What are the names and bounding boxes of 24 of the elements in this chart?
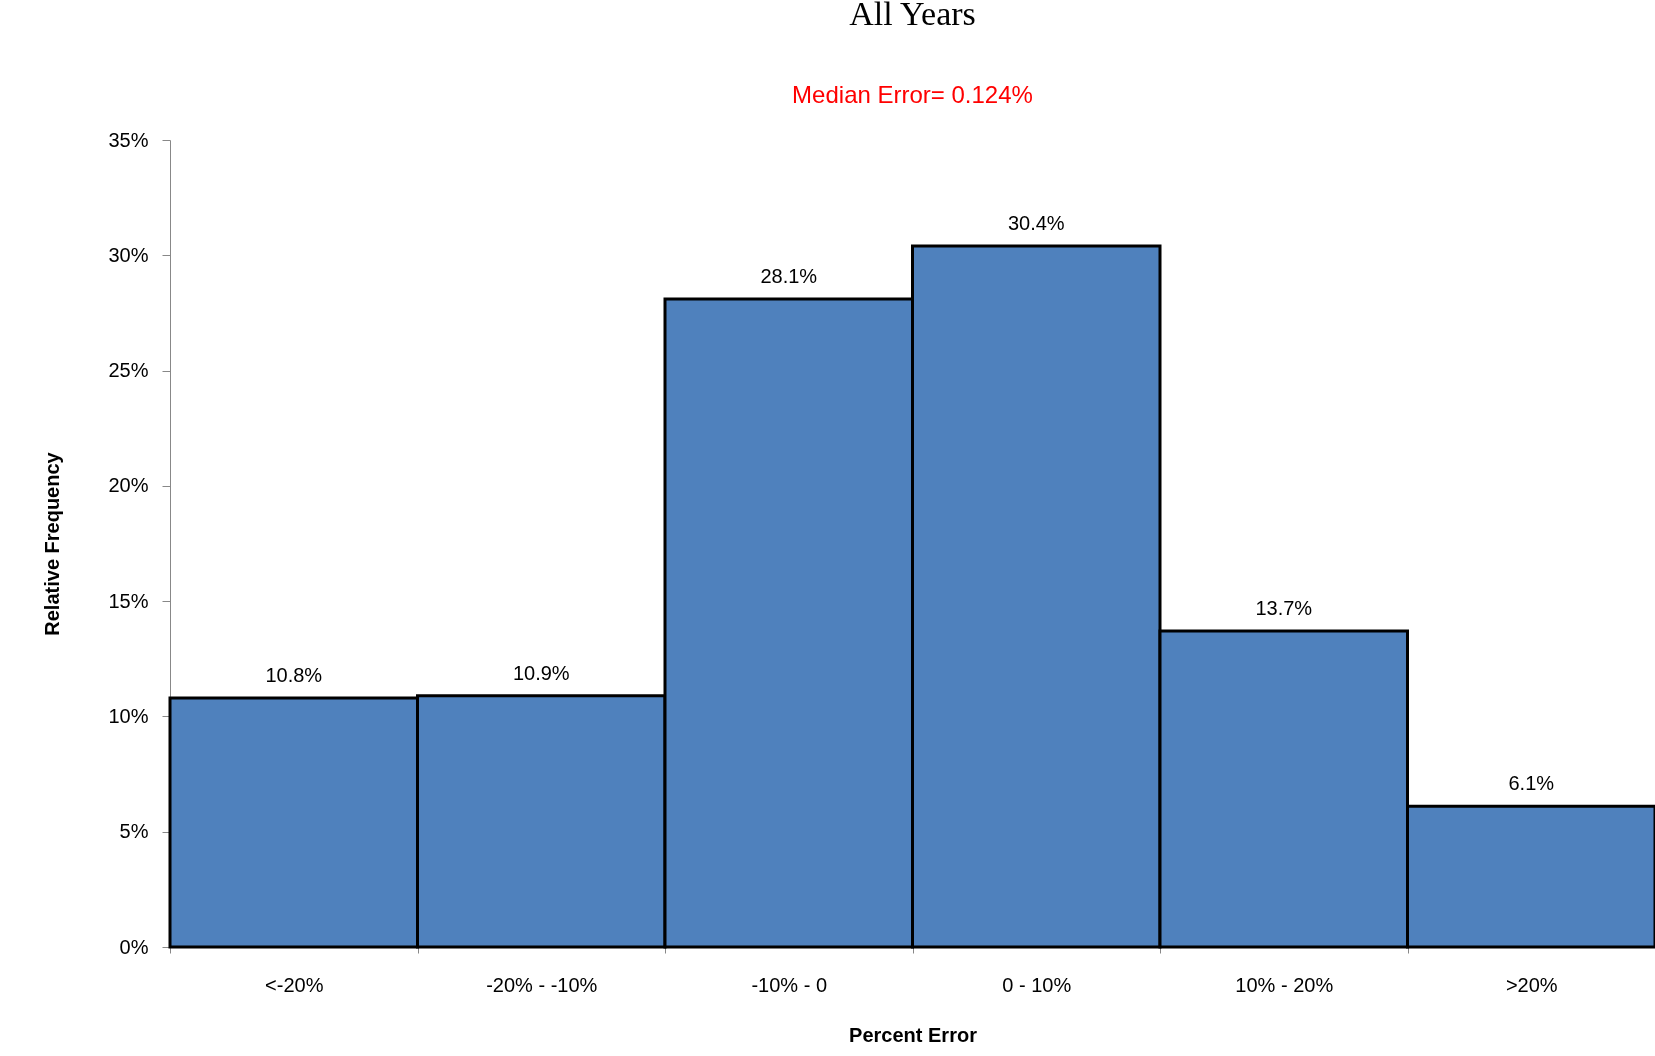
- y-tick-label: 25%: [108, 359, 149, 382]
- x-tick-label: <-20%: [265, 973, 324, 996]
- x-tick-label: 0 - 10%: [1002, 973, 1072, 996]
- x-tick-label: -20% - -10%: [486, 973, 598, 996]
- chart-title: All Years: [849, 0, 976, 32]
- x-tick-label: 10% - 20%: [1235, 973, 1334, 996]
- y-tick-label: 20%: [108, 474, 149, 497]
- y-tick-label: 35%: [108, 128, 149, 151]
- data-label: 28.1%: [760, 265, 818, 288]
- y-axis-title: Relative Frequency: [41, 451, 64, 636]
- x-axis-title: Percent Error: [849, 1023, 978, 1046]
- y-tick-label: 30%: [108, 243, 149, 266]
- data-label: 6.1%: [1508, 772, 1555, 795]
- text: Median Error= 0.124%: [792, 81, 1033, 108]
- y-tick-label: 5%: [119, 820, 149, 843]
- y-tick-label: 15%: [108, 589, 149, 612]
- data-label: 30.4%: [1007, 212, 1065, 235]
- data-label: 10.8%: [265, 663, 323, 686]
- y-tick-label: 0%: [119, 935, 149, 958]
- y-tick-label: 10%: [108, 704, 149, 727]
- data-label: 10.9%: [512, 661, 570, 684]
- data-label: 13.7%: [1255, 597, 1313, 620]
- x-tick-label: >20%: [1505, 973, 1558, 996]
- x-tick-label: -10% - 0: [751, 973, 828, 996]
